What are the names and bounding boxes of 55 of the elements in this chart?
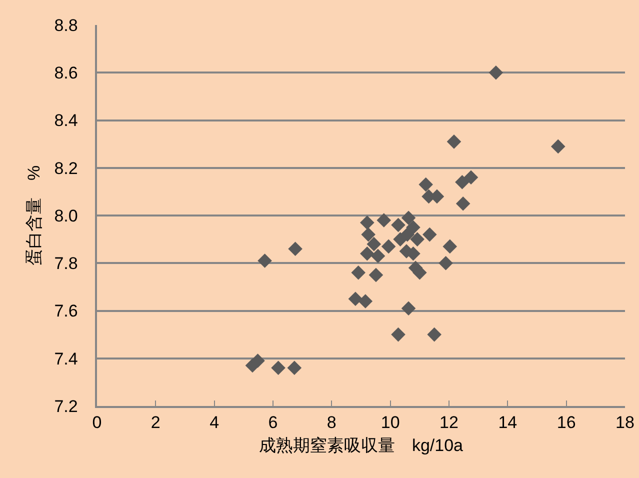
point (271, 360, 286, 376)
point (406, 220, 420, 235)
point (455, 175, 470, 190)
point (368, 268, 384, 282)
y-tick-label: 8.6 (54, 64, 78, 83)
point (288, 242, 302, 256)
point (488, 65, 504, 80)
point (381, 239, 396, 254)
point (418, 177, 433, 192)
point (370, 248, 386, 264)
point (401, 210, 416, 226)
point (464, 170, 478, 185)
y-tick-label: 7.2 (54, 396, 78, 416)
y-tick-label: 8.2 (54, 158, 78, 178)
x-tick-label: 0 (92, 413, 102, 432)
y-tick-label: 8.8 (54, 16, 78, 35)
y-tick-label: 7.8 (54, 254, 78, 274)
x-tick-label: 10 (380, 413, 400, 432)
x-tick-label: 2 (150, 413, 160, 432)
point (401, 301, 416, 316)
point (358, 294, 373, 308)
point (376, 213, 392, 228)
point (361, 227, 376, 242)
point (366, 236, 382, 252)
x-tick-label: 16 (556, 413, 576, 432)
point (427, 327, 442, 342)
point (391, 218, 406, 232)
x-tick-label: 12 (440, 413, 458, 432)
point (360, 246, 374, 261)
y-tick-label: 8.0 (54, 206, 78, 226)
point (456, 196, 470, 211)
point (348, 292, 363, 306)
y-tick-label: 7.4 (54, 349, 78, 368)
y-axis-title: 蛋白含量 % (24, 165, 44, 266)
x-tick-label: 14 (498, 413, 518, 432)
point (446, 134, 462, 149)
point (351, 266, 366, 280)
x-tick-label: 6 (268, 413, 278, 432)
point (422, 227, 437, 242)
x-tick-label: 4 (210, 413, 220, 432)
point (400, 227, 414, 242)
x-axis-title: 成熟期窒素吸収量 kg/10a (258, 436, 464, 456)
x-tick-label: 8 (326, 413, 336, 432)
y-tick-label: 7.6 (54, 302, 78, 321)
point (391, 327, 406, 342)
point (438, 256, 453, 270)
point (258, 254, 272, 268)
x-tick-label: 18 (616, 413, 634, 432)
point (250, 354, 265, 368)
point (410, 232, 424, 246)
point (287, 360, 302, 376)
point (360, 215, 374, 230)
y-tick-label: 8.4 (54, 111, 78, 130)
point (442, 239, 458, 254)
point (550, 139, 566, 154)
